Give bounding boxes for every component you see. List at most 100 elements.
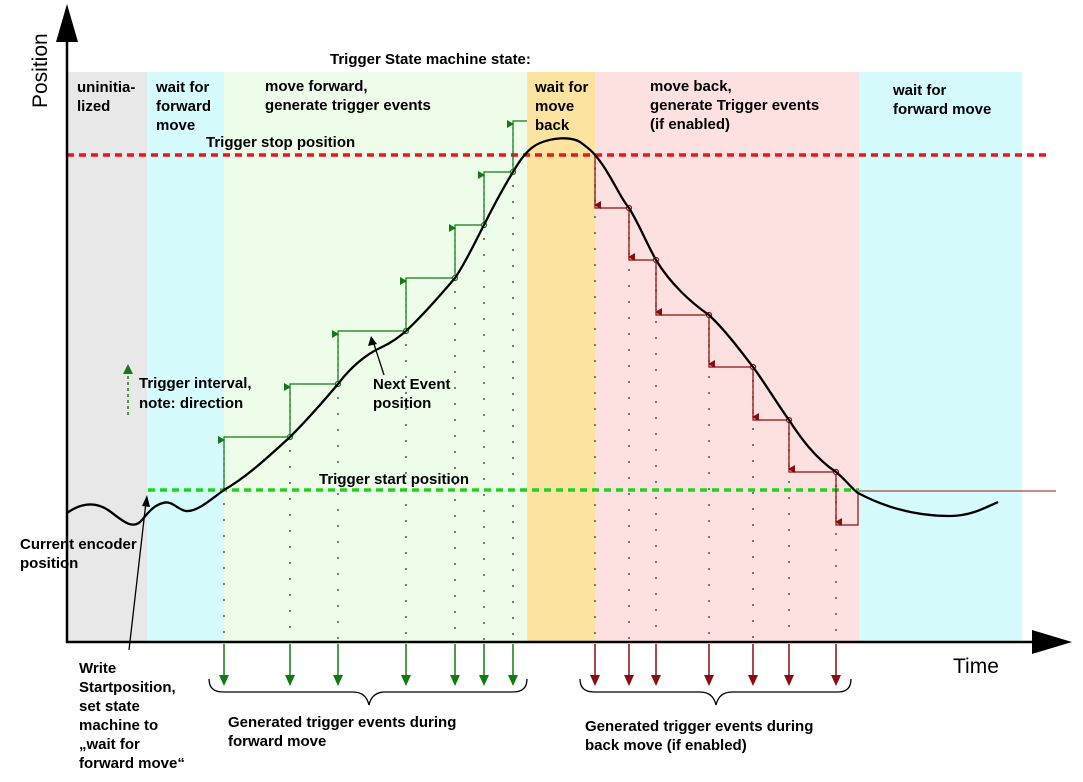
guide-dot [483,318,485,320]
guide-dot [289,530,291,532]
forward-event-arrow [285,644,295,686]
guide-dot [594,552,596,554]
forward-staircase [218,120,527,490]
guide-dot [752,540,754,542]
guide-dot [289,450,291,452]
guide-dot [512,521,514,523]
guide-dot [454,531,456,533]
interval-note-text: Trigger interval, note: direction [139,375,256,412]
trigger-stop-label: Trigger stop position [206,134,355,151]
state-wait-forward-2: wait for forward move [892,82,991,118]
guide-dot [454,403,456,405]
guide-dot [788,625,790,627]
guide-dot [337,605,339,607]
guide-dot [628,445,630,447]
guide-dot [628,557,630,559]
interval-legend-arrowhead [123,364,133,374]
back-event-arrow [831,644,841,686]
guide-dot [223,615,225,617]
back-staircase [594,155,859,526]
guide-dot [512,345,514,347]
guide-dot [483,302,485,304]
forward-events-label: Generated trigger events during forward … [228,714,461,750]
guide-dot [405,632,407,634]
guide-dot [483,462,485,464]
guide-dot [454,371,456,373]
event-arrows [219,644,841,686]
guide-dot [454,323,456,325]
back-event-arrow [651,644,661,686]
guide-dot [223,599,225,601]
guide-dot [454,387,456,389]
y-axis-arrow [56,4,78,42]
write-start-text: Write Startposition, set state machine t… [79,660,185,772]
guide-dot [454,483,456,485]
back-events-label: Generated trigger events during back mov… [585,718,818,754]
x-axis-title: Time [953,655,999,678]
guide-dot [655,529,657,531]
guide-dot [483,574,485,576]
guide-dot [289,562,291,564]
guide-dot [628,493,630,495]
guide-dot [512,297,514,299]
guide-dot [628,413,630,415]
guide-dot [405,472,407,474]
guide-dot [752,444,754,446]
guide-dot [788,545,790,547]
guide-dot [594,360,596,362]
guide-dot [337,397,339,399]
guide-dot [752,476,754,478]
guide-dot [454,451,456,453]
band-wait-forward-2 [859,72,1022,642]
guide-dot [788,529,790,531]
guide-dot [289,546,291,548]
guide-dot [512,505,514,507]
guide-dot [512,201,514,203]
guide-dot [594,296,596,298]
guide-dot [788,609,790,611]
back-event-arrow [784,644,794,686]
guide-dot [594,232,596,234]
guide-dot [628,349,630,351]
guide-dot [594,408,596,410]
guide-dot [628,381,630,383]
guide-dot [752,636,754,638]
guide-dot [708,504,710,506]
guide-dot [223,583,225,585]
guide-dot [835,549,837,551]
next-event-note: Next Event position [368,336,451,412]
guide-dot [405,616,407,618]
guide-dot [594,280,596,282]
guide-dot [655,609,657,611]
forward-event-arrow [333,644,343,686]
guide-dot [512,361,514,363]
guide-dot [655,593,657,595]
axes [56,4,1072,654]
guide-dot [708,632,710,634]
guide-dot [752,620,754,622]
guide-dot [788,577,790,579]
guide-dot [752,588,754,590]
guide-dot [289,626,291,628]
guide-dot [483,558,485,560]
guide-dot [594,424,596,426]
guide-dot [337,477,339,479]
guide-dot [628,301,630,303]
guide-dot [337,413,339,415]
guide-dot [337,541,339,543]
guide-dot [405,344,407,346]
back-interval-arrows [594,155,842,526]
guide-dot [454,339,456,341]
guide-dot [655,465,657,467]
guide-dot [483,590,485,592]
guide-dot [405,408,407,410]
guide-dot [289,578,291,580]
guide-dot [454,291,456,293]
guide-dot [708,488,710,490]
guide-dot [594,632,596,634]
guide-dot [454,515,456,517]
guide-dot [708,536,710,538]
guide-dot [512,409,514,411]
guide-dot [483,542,485,544]
guide-dot [512,585,514,587]
